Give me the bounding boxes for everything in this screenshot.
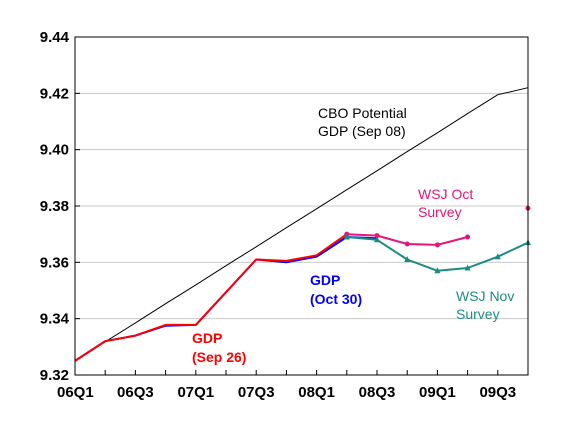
y-tick-label: 9.38 <box>40 198 69 215</box>
annotation-gdp-oct-line-1: GDP <box>310 272 340 288</box>
annotation-wsj-oct-line-1: WSJ Oct <box>418 186 473 202</box>
marker-wsj-oct-survey-09Q1 <box>434 242 440 248</box>
x-tick-label: 07Q3 <box>238 384 275 401</box>
y-tick-label: 9.34 <box>40 311 70 328</box>
annotation-gdp-sep-line-2: (Sep 26) <box>192 349 246 365</box>
marker-wsj-nov-survey-09Q1 <box>434 267 441 274</box>
marker-wsj-oct-survey-08Q3 <box>374 233 380 239</box>
annotation-wsj-nov-line-2: Survey <box>456 306 500 322</box>
annotation-cbo-line-1: CBO Potential <box>318 105 407 121</box>
grid-lines <box>75 92 528 320</box>
annotation-cbo-line-2: GDP (Sep 08) <box>318 123 406 139</box>
x-axis: 06Q1 06Q3 07Q1 07Q3 08Q1 08Q3 09Q1 09Q3 <box>57 370 529 401</box>
x-tick-label: 08Q3 <box>359 384 396 401</box>
y-tick-label: 9.44 <box>40 29 70 46</box>
annotation-gdp-sep-line-1: GDP <box>192 330 222 346</box>
annotation-gdp-oct: GDP (Oct 30) <box>310 272 362 307</box>
marker-wsj-oct-survey-08Q4 <box>404 241 410 247</box>
marker-wsj-nov-survey-09Q2 <box>464 264 471 271</box>
y-tick-label: 9.42 <box>40 85 69 102</box>
x-tick-label: 06Q3 <box>117 384 154 401</box>
marker-wsj-nov-survey-09Q3 <box>494 253 501 260</box>
series-line-cbo-potential-gdp-sep-08 <box>74 87 529 362</box>
annotation-gdp-oct-line-2: (Oct 30) <box>310 291 362 307</box>
annotation-wsj-nov: WSJ Nov Survey <box>456 288 518 322</box>
y-tick-label: 9.40 <box>40 142 69 159</box>
annotation-wsj-oct: WSJ Oct Survey <box>418 186 477 220</box>
marker-wsj-nov-survey-08Q2 <box>343 233 350 240</box>
annotation-wsj-oct-line-2: Survey <box>418 204 462 220</box>
annotation-wsj-nov-line-1: WSJ Nov <box>456 288 514 304</box>
annotation-cbo: CBO Potential GDP (Sep 08) <box>318 105 411 139</box>
y-tick-label: 9.32 <box>40 367 69 384</box>
x-tick-label: 08Q1 <box>298 384 335 401</box>
series-line-gdp-sep-26 <box>74 233 348 362</box>
x-tick-label: 07Q1 <box>177 384 214 401</box>
annotation-gdp-sep: GDP (Sep 26) <box>192 330 246 365</box>
x-tick-label: 09Q3 <box>479 384 516 401</box>
y-axis: 9.32 9.34 9.36 9.38 9.40 9.42 9.44 <box>40 29 80 384</box>
y-tick-label: 9.36 <box>40 254 69 271</box>
marker-wsj-nov-survey-08Q3 <box>374 236 380 243</box>
marker-wsj-oct-survey-09Q2 <box>465 234 471 240</box>
x-tick-label: 06Q1 <box>57 384 94 401</box>
x-tick-label: 09Q1 <box>419 384 456 401</box>
marker-wsj-nov-survey-08Q4 <box>404 256 411 263</box>
